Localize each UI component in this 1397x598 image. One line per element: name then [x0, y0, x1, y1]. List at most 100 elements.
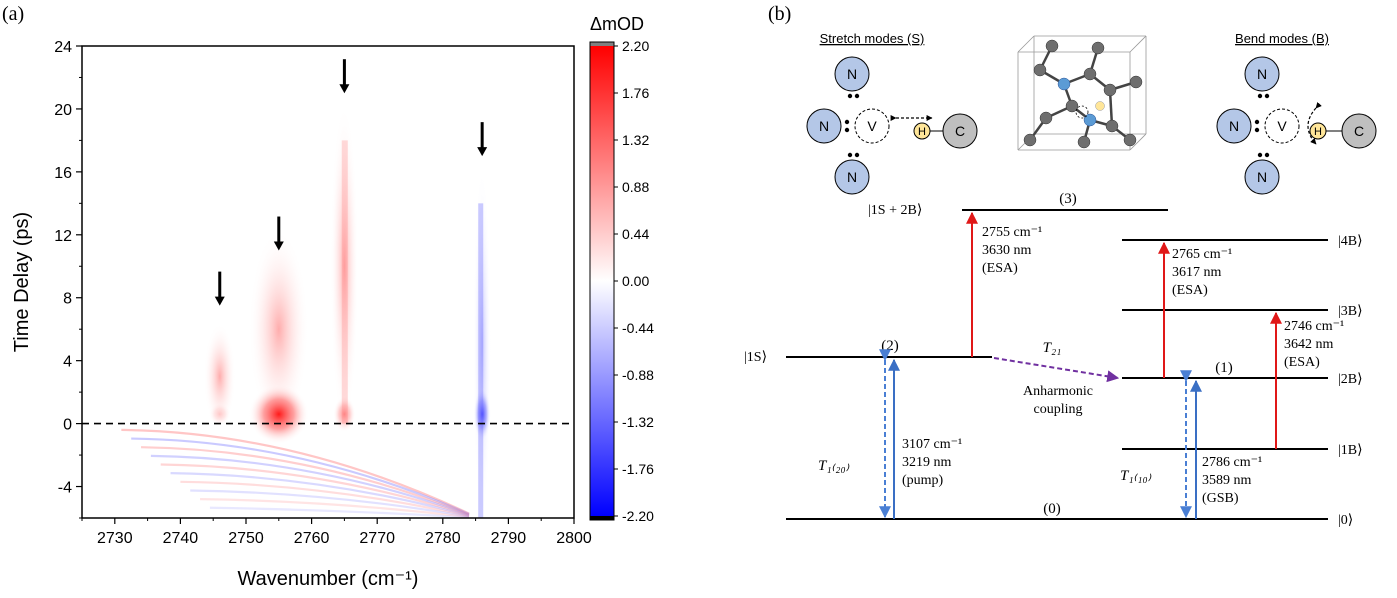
peak-arrow-head [339, 84, 350, 94]
vacancy [1264, 108, 1300, 144]
heatmap-feature-peak-2755 [248, 228, 309, 430]
carbon-atom [942, 113, 978, 149]
svg-text:N: N [1257, 169, 1267, 185]
transitions: 3107 cm⁻¹ 3219 nm (pump) T₁₍₂₀₎ 2755 cm⁻… [818, 211, 1344, 519]
y-tick-label: 12 [54, 228, 72, 245]
crystal-structure-inset [1017, 35, 1147, 151]
nitrogen-atom [1244, 159, 1280, 195]
carbon-site [1105, 119, 1119, 133]
peak-arrow-head [214, 296, 225, 306]
crystal-cell-edge [1017, 35, 1035, 53]
svg-text:3219 nm: 3219 nm [902, 455, 952, 470]
heatmap-feature-peak-2746 [203, 323, 236, 430]
svg-text:3589 nm: 3589 nm [1202, 473, 1252, 488]
svg-text:|0⟩: |0⟩ [1338, 513, 1353, 528]
x-tick-label: 2790 [491, 530, 527, 547]
x-tick-label: 2770 [359, 530, 395, 547]
svg-text:3107 cm⁻¹: 3107 cm⁻¹ [902, 437, 962, 452]
colorbar-tick-label: 1.32 [622, 132, 649, 148]
crystal-cell-edge [1129, 133, 1147, 151]
x-axis-label: Wavenumber (cm⁻¹) [238, 568, 419, 590]
svg-text:(ESA): (ESA) [1172, 283, 1208, 298]
heatmap-feature-peak-2765 [330, 102, 359, 430]
svg-text:T₁₍₁₀₎: T₁₍₁₀₎ [1120, 468, 1152, 484]
colorbar-tick-label: 1.76 [622, 85, 649, 101]
peak-arrow-head [273, 241, 284, 251]
crystal-cell-edge [1129, 35, 1147, 53]
heatmap-area [82, 46, 574, 518]
colorbar-tick-label: -0.88 [622, 367, 654, 383]
axes-a: 2730 2740 2750 2760 2770 2780 2790 2800 -4 0 4 8 12 1… [54, 39, 592, 547]
energy-levels: (0) |0⟩ (2) |1S⟩ (3) |1S + 2B⟩ |1B⟩ (1) … [744, 191, 1363, 528]
colorbar-under [590, 516, 614, 520]
svg-text:V: V [867, 118, 877, 134]
svg-text:3630 nm: 3630 nm [982, 243, 1032, 258]
fringe [141, 446, 470, 516]
svg-text:2746 cm⁻¹: 2746 cm⁻¹ [1284, 319, 1344, 334]
svg-text:3642 nm: 3642 nm [1284, 337, 1334, 352]
nitrogen-site [1057, 77, 1071, 91]
y-tick-label: 16 [54, 165, 72, 182]
svg-text:N: N [847, 169, 857, 185]
nitrogen-site [1083, 113, 1097, 127]
svg-text:coupling: coupling [1034, 402, 1083, 417]
svg-text:V: V [1277, 118, 1287, 134]
stretch-mode-inset: Stretch modes (S) N N N V H C [806, 31, 978, 195]
carbon-site [1091, 41, 1105, 55]
svg-text:|4B⟩: |4B⟩ [1338, 234, 1363, 249]
x-tick-label: 2730 [97, 530, 133, 547]
heatmap-core-peak-2786 [473, 387, 491, 442]
vacancy-site [1075, 105, 1089, 119]
svg-text:2755 cm⁻¹: 2755 cm⁻¹ [982, 225, 1042, 240]
y-axis-label: Time Delay (ps) [11, 212, 33, 352]
fringe [121, 428, 470, 515]
carbon-site [1033, 63, 1047, 77]
svg-text:3617 nm: 3617 nm [1172, 265, 1222, 280]
carbon-site [1083, 67, 1097, 81]
fringe [170, 472, 470, 517]
fringe [180, 480, 470, 518]
svg-text:H: H [1314, 126, 1322, 138]
y-tick-label: 4 [63, 354, 72, 371]
vacancy [854, 108, 890, 144]
nitrogen-atom [1244, 56, 1280, 92]
x-tick-label: 2780 [425, 530, 461, 547]
panel-label-a: (a) [2, 3, 24, 25]
peak-arrow-head [477, 147, 488, 157]
nitrogen-atom [806, 108, 842, 144]
svg-text:(3): (3) [1059, 191, 1077, 207]
carbon-site [1129, 75, 1143, 89]
anharmonic-coupling-arrow [993, 357, 1120, 383]
colorbar-tick-label: 0.00 [622, 273, 649, 289]
colorbar-tick-label: -1.32 [622, 414, 654, 430]
svg-text:Anharmonic: Anharmonic [1023, 384, 1093, 399]
svg-text:|1S⟩: |1S⟩ [744, 350, 767, 365]
bend-modes-title: Bend modes (B) [1235, 31, 1329, 46]
colorbar-tick-label: -0.44 [622, 320, 654, 336]
colorbar-gradient [590, 46, 614, 516]
carbon-site [1077, 135, 1091, 149]
carbon-site [1023, 133, 1037, 147]
colorbar-tick-label: -2.20 [622, 508, 654, 524]
svg-text:(1): (1) [1215, 360, 1233, 376]
svg-text:(ESA): (ESA) [982, 261, 1018, 276]
colorbar-tick-label: 0.88 [622, 179, 649, 195]
carbon-site [1123, 133, 1137, 147]
svg-text:(pump): (pump) [902, 473, 944, 488]
fringe [200, 498, 470, 518]
carbon-site [1045, 39, 1059, 53]
colorbar-tick-label: 2.20 [622, 38, 649, 54]
panel-label-b: (b) [768, 3, 791, 25]
svg-text:|2B⟩: |2B⟩ [1338, 372, 1363, 387]
hydrogen-site [1095, 101, 1105, 111]
svg-text:|1S + 2B⟩: |1S + 2B⟩ [868, 203, 922, 218]
stretch-modes-title: Stretch modes (S) [820, 31, 925, 46]
svg-text:(0): (0) [1043, 501, 1061, 517]
svg-text:H: H [918, 126, 926, 138]
svg-text:N: N [819, 118, 829, 134]
carbon-site [1039, 111, 1053, 125]
svg-text:2786 cm⁻¹: 2786 cm⁻¹ [1202, 455, 1262, 470]
bend-arrow [1307, 101, 1322, 145]
nitrogen-atom [834, 56, 870, 92]
carbon-site [1103, 83, 1117, 97]
